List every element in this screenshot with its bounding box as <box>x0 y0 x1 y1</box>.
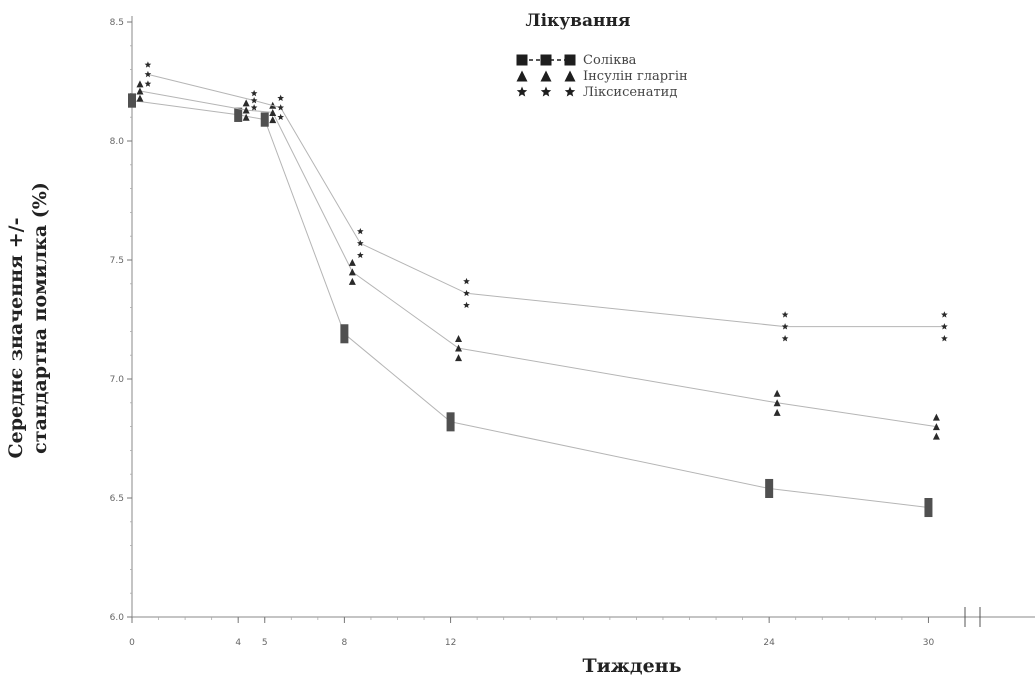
series-line <box>131 100 929 508</box>
x-tick-label: 30 <box>923 638 935 648</box>
data-point <box>260 112 269 127</box>
data-point <box>234 107 243 122</box>
data-point <box>446 412 455 432</box>
data-point <box>348 268 356 276</box>
data-point <box>348 277 356 285</box>
y-axis-title-line1: Середнє значення +/- <box>5 218 27 459</box>
data-point <box>277 104 284 111</box>
data-point <box>941 335 948 342</box>
legend-marker <box>540 70 552 82</box>
y-tick-label: 7.5 <box>110 256 124 266</box>
data-point <box>277 94 284 101</box>
legend-entry: Ліксисенатид <box>516 85 677 100</box>
legend-label: Соліква <box>583 53 637 68</box>
series-square <box>128 93 933 518</box>
series-triangle <box>136 80 940 440</box>
legend-entry: Інсулін гларгін <box>516 69 688 84</box>
x-axis-title: Тиждень <box>583 655 682 676</box>
data-point <box>781 323 789 330</box>
data-point <box>136 94 144 102</box>
data-point <box>144 61 152 68</box>
y-tick-label: 6.0 <box>110 613 125 623</box>
data-point <box>455 344 463 352</box>
x-tick-label: 12 <box>445 638 456 648</box>
data-point <box>765 478 774 498</box>
data-point <box>277 113 284 121</box>
legend-marker <box>564 54 576 66</box>
data-point <box>781 311 789 318</box>
series-star <box>144 61 948 342</box>
data-point <box>455 354 463 362</box>
data-point <box>463 277 470 285</box>
data-point <box>932 413 940 421</box>
data-point <box>250 97 258 104</box>
x-tick-label: 24 <box>763 638 775 648</box>
series-line <box>139 90 937 428</box>
legend-label: Інсулін гларгін <box>583 69 688 84</box>
x-tick-label: 8 <box>342 638 348 648</box>
data-point <box>250 104 258 111</box>
data-point <box>128 93 136 108</box>
data-point <box>356 239 364 247</box>
data-point <box>924 498 933 518</box>
y-tick-label: 6.5 <box>110 494 124 504</box>
legend-label: Ліксисенатид <box>583 85 677 100</box>
data-point <box>242 113 250 121</box>
data-point <box>356 227 364 235</box>
legend-marker <box>564 86 576 97</box>
legend-entry: Соліква <box>516 53 637 68</box>
legend-title: Лікування <box>526 11 631 31</box>
data-point <box>463 301 470 309</box>
data-point <box>348 258 356 266</box>
x-tick-label: 0 <box>129 638 135 648</box>
data-point <box>356 251 364 259</box>
legend-marker <box>564 70 576 82</box>
x-tick-label: 5 <box>262 638 268 648</box>
data-point <box>144 70 152 78</box>
data-point <box>773 399 781 407</box>
data-point <box>941 311 948 318</box>
data-point <box>242 106 250 114</box>
y-tick-label: 7.0 <box>110 375 125 385</box>
data-point <box>250 89 258 97</box>
series-layer <box>128 61 948 518</box>
data-point <box>340 324 349 344</box>
data-point <box>932 423 940 431</box>
data-point <box>136 87 144 95</box>
data-point <box>463 289 470 297</box>
legend-marker <box>516 86 528 97</box>
data-point <box>144 80 152 87</box>
x-tick-label: 4 <box>235 638 241 648</box>
data-point <box>941 323 948 330</box>
data-point <box>269 116 277 124</box>
legend-marker <box>516 70 528 82</box>
data-point <box>773 408 781 416</box>
axes <box>130 16 1035 627</box>
data-point <box>242 99 250 107</box>
ticks: 6.0 6.5 7.0 7.5 8.0 8.5 0 4 5 8 12 24 30 <box>110 18 935 648</box>
data-point <box>455 335 463 343</box>
legend-marker <box>540 86 552 97</box>
data-point <box>773 389 781 397</box>
y-tick-label: 8.5 <box>110 18 124 28</box>
data-point <box>932 432 940 440</box>
data-point <box>269 108 277 116</box>
y-tick-label: 8.0 <box>110 137 125 147</box>
data-point <box>136 80 144 88</box>
y-axis-title-line2: стандартна помилка (%) <box>29 182 51 454</box>
data-point <box>781 335 789 342</box>
